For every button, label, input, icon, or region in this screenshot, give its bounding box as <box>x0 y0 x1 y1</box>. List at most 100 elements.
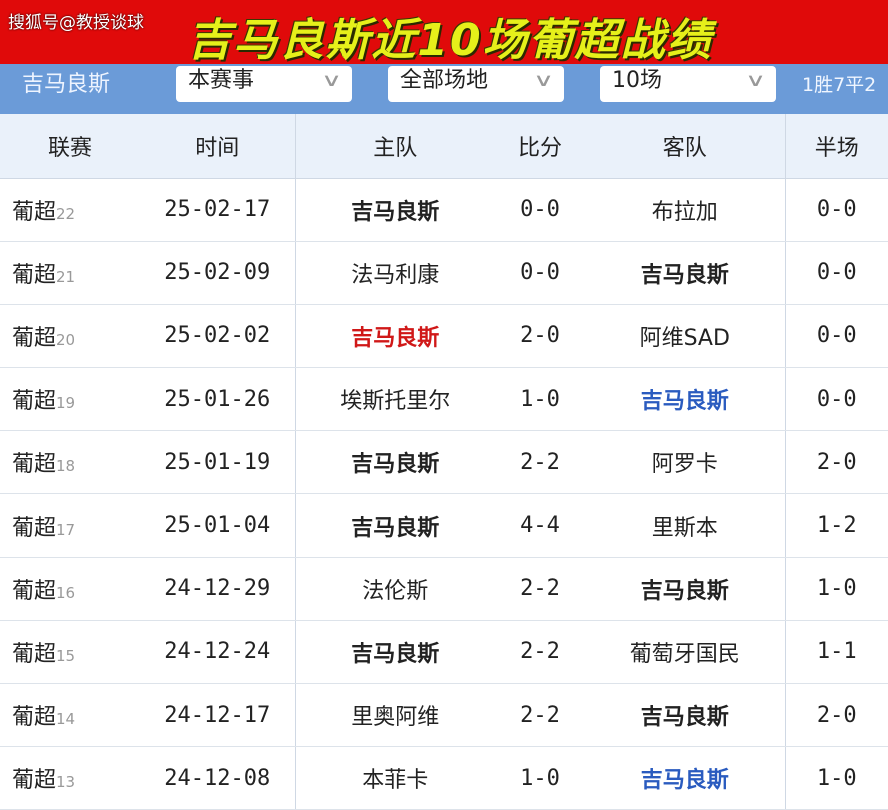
league-name: 葡超 <box>12 199 57 225</box>
league-cell: 葡超13 <box>0 746 140 810</box>
table-row[interactable]: 葡超19 25-01-26 埃斯托里尔 1-0 吉马良斯 0-0 <box>0 367 888 432</box>
title-banner: 搜狐号@教授谈球 吉马良斯近10场葡超战绩 <box>0 0 888 66</box>
date-cell: 25-01-04 <box>140 493 295 558</box>
halftime-cell: 2-0 <box>784 430 888 495</box>
home-team-cell[interactable]: 吉马良斯 <box>294 304 495 369</box>
header-date: 时间 <box>140 114 295 179</box>
table-row[interactable]: 葡超18 25-01-19 吉马良斯 2-2 阿罗卡 2-0 <box>0 430 888 495</box>
home-team-cell[interactable]: 法马利康 <box>294 241 495 305</box>
home-team-cell[interactable]: 吉马良斯 <box>294 430 495 495</box>
home-team-cell[interactable]: 本菲卡 <box>294 746 495 810</box>
away-team-cell[interactable]: 葡萄牙国民 <box>585 620 785 685</box>
home-team-cell[interactable]: 里奥阿维 <box>294 683 495 748</box>
table-row[interactable]: 葡超14 24-12-17 里奥阿维 2-2 吉马良斯 2-0 <box>0 683 888 748</box>
league-cell: 葡超22 <box>0 178 140 242</box>
score-cell: 0-0 <box>495 178 585 242</box>
header-half: 半场 <box>784 114 888 179</box>
league-cell: 葡超15 <box>0 620 140 685</box>
header-score: 比分 <box>495 114 585 179</box>
home-team-cell[interactable]: 埃斯托里尔 <box>294 367 495 432</box>
table-row[interactable]: 葡超15 24-12-24 吉马良斯 2-2 葡萄牙国民 1-1 <box>0 620 888 685</box>
league-name: 葡超 <box>12 641 57 667</box>
table-row[interactable]: 葡超21 25-02-09 法马利康 0-0 吉马良斯 0-0 <box>0 241 888 305</box>
league-name: 葡超 <box>12 515 57 541</box>
league-name: 葡超 <box>12 325 57 351</box>
home-team-cell[interactable]: 吉马良斯 <box>294 493 495 558</box>
count-select[interactable]: 10场 ∨ <box>600 66 776 102</box>
header-home: 主队 <box>294 114 495 179</box>
competition-select[interactable]: 本赛事 ∨ <box>176 66 352 102</box>
round-number: 18 <box>56 457 76 476</box>
away-team-cell[interactable]: 吉马良斯 <box>585 557 785 621</box>
count-value: 10场 <box>612 68 662 93</box>
league-cell: 葡超20 <box>0 304 140 369</box>
table-row[interactable]: 葡超17 25-01-04 吉马良斯 4-4 里斯本 1-2 <box>0 493 888 558</box>
league-cell: 葡超19 <box>0 367 140 432</box>
halftime-cell: 1-0 <box>784 746 888 810</box>
results-table: 联赛 时间 主队 比分 客队 半场 葡超22 25-02-17 吉马良斯 0-0… <box>0 114 888 810</box>
home-team-cell[interactable]: 吉马良斯 <box>294 178 495 242</box>
away-team-cell[interactable]: 阿罗卡 <box>585 430 785 495</box>
league-name: 葡超 <box>12 705 57 731</box>
round-number: 21 <box>56 267 76 286</box>
round-number: 20 <box>56 330 76 349</box>
halftime-cell: 1-1 <box>784 620 888 685</box>
score-cell: 4-4 <box>495 493 585 558</box>
league-cell: 葡超16 <box>0 557 140 621</box>
score-cell: 1-0 <box>495 367 585 432</box>
away-team-cell[interactable]: 吉马良斯 <box>585 367 785 432</box>
score-cell: 2-2 <box>495 557 585 621</box>
table-row[interactable]: 葡超20 25-02-02 吉马良斯 2-0 阿维SAD 0-0 <box>0 304 888 369</box>
league-cell: 葡超14 <box>0 683 140 748</box>
date-cell: 25-02-02 <box>140 304 295 369</box>
table-row[interactable]: 葡超16 24-12-29 法伦斯 2-2 吉马良斯 1-0 <box>0 557 888 621</box>
halftime-cell: 0-0 <box>784 241 888 305</box>
venue-select[interactable]: 全部场地 ∨ <box>388 66 564 102</box>
date-cell: 25-02-17 <box>140 178 295 242</box>
halftime-cell: 0-0 <box>784 178 888 242</box>
date-cell: 25-01-26 <box>140 367 295 432</box>
chevron-down-icon: ∨ <box>744 70 766 91</box>
league-cell: 葡超21 <box>0 241 140 305</box>
halftime-cell: 1-0 <box>784 557 888 621</box>
header-league: 联赛 <box>0 114 140 179</box>
away-team-cell[interactable]: 阿维SAD <box>585 304 785 369</box>
round-number: 22 <box>56 204 76 223</box>
score-cell: 0-0 <box>495 241 585 305</box>
league-cell: 葡超17 <box>0 493 140 558</box>
league-name: 葡超 <box>12 452 57 478</box>
venue-value: 全部场地 <box>400 68 489 93</box>
record-summary: 1胜7平2 <box>802 74 877 96</box>
away-team-cell[interactable]: 布拉加 <box>585 178 785 242</box>
date-cell: 24-12-24 <box>140 620 295 685</box>
halftime-cell: 0-0 <box>784 304 888 369</box>
halftime-cell: 1-2 <box>784 493 888 558</box>
table-row[interactable]: 葡超13 24-12-08 本菲卡 1-0 吉马良斯 1-0 <box>0 746 888 810</box>
league-name: 葡超 <box>12 389 57 415</box>
filter-bar: 吉马良斯 本赛事 ∨ 全部场地 ∨ 10场 ∨ 1胜7平2 <box>0 64 888 114</box>
round-number: 19 <box>56 394 76 413</box>
round-number: 13 <box>56 773 76 792</box>
table-header: 联赛 时间 主队 比分 客队 半场 <box>0 114 888 179</box>
score-cell: 2-2 <box>495 683 585 748</box>
score-cell: 1-0 <box>495 746 585 810</box>
league-name: 葡超 <box>12 578 57 604</box>
team-name: 吉马良斯 <box>22 72 111 97</box>
home-team-cell[interactable]: 吉马良斯 <box>294 620 495 685</box>
table-row[interactable]: 葡超22 25-02-17 吉马良斯 0-0 布拉加 0-0 <box>0 178 888 242</box>
score-cell: 2-2 <box>495 620 585 685</box>
away-team-cell[interactable]: 里斯本 <box>585 493 785 558</box>
round-number: 14 <box>56 710 76 729</box>
away-team-cell[interactable]: 吉马良斯 <box>585 683 785 748</box>
date-cell: 24-12-17 <box>140 683 295 748</box>
away-team-cell[interactable]: 吉马良斯 <box>585 746 785 810</box>
score-cell: 2-2 <box>495 430 585 495</box>
league-cell: 葡超18 <box>0 430 140 495</box>
away-team-cell[interactable]: 吉马良斯 <box>585 241 785 305</box>
home-team-cell[interactable]: 法伦斯 <box>294 557 495 621</box>
watermark: 搜狐号@教授谈球 <box>8 13 144 33</box>
round-number: 15 <box>56 646 76 665</box>
round-number: 17 <box>56 520 76 539</box>
league-name: 葡超 <box>12 768 57 794</box>
date-cell: 24-12-29 <box>140 557 295 621</box>
